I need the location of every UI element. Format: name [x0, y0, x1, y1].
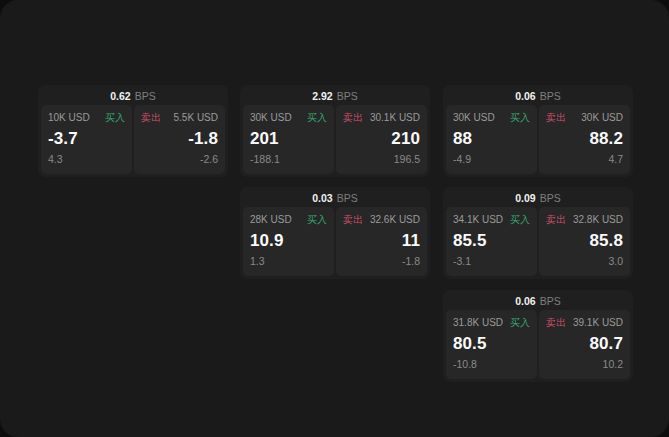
quote-panels: 30K USD 买入 201 -188.1 卖出 30.1K USD 210 1… [240, 105, 430, 177]
sell-amount: 39.1K USD [573, 317, 623, 329]
bps-value: 2.92 [312, 90, 332, 102]
bps-header: 0.06 BPS [443, 290, 633, 310]
buy-delta: -4.9 [453, 153, 530, 165]
sell-side-label: 卖出 [546, 112, 566, 124]
sell-panel[interactable]: 卖出 30.1K USD 210 196.5 [336, 105, 427, 174]
buy-amount: 31.8K USD [453, 317, 503, 329]
buy-delta: -188.1 [250, 153, 327, 165]
bps-unit-label: BPS [540, 295, 561, 307]
sell-delta: -2.6 [141, 153, 218, 165]
sell-delta: 3.0 [546, 255, 623, 267]
buy-price: 201 [250, 129, 327, 148]
sell-price: -1.8 [141, 129, 218, 148]
buy-amount: 28K USD [250, 214, 292, 226]
sell-panel[interactable]: 卖出 32.6K USD 11 -1.8 [336, 207, 427, 276]
bps-header: 0.09 BPS [443, 187, 633, 207]
buy-side-label: 买入 [510, 112, 530, 124]
sell-price: 210 [343, 129, 420, 148]
sell-panel[interactable]: 卖出 32.8K USD 85.8 3.0 [539, 207, 630, 276]
quote-panels: 31.8K USD 买入 80.5 -10.8 卖出 39.1K USD 80.… [443, 310, 633, 382]
quote-card: 0.06 BPS 30K USD 买入 88 -4.9 卖出 30K USD 8… [443, 85, 633, 177]
bps-value: 0.62 [110, 90, 130, 102]
sell-side-label: 卖出 [343, 112, 363, 124]
buy-side-label: 买入 [307, 214, 327, 226]
sell-amount: 30K USD [581, 112, 623, 124]
buy-panel[interactable]: 10K USD 买入 -3.7 4.3 [41, 105, 132, 174]
buy-amount: 34.1K USD [453, 214, 503, 226]
sell-amount: 5.5K USD [174, 112, 218, 124]
sell-amount: 32.8K USD [573, 214, 623, 226]
buy-panel[interactable]: 30K USD 买入 88 -4.9 [446, 105, 537, 174]
bps-unit-label: BPS [337, 90, 358, 102]
quote-card: 0.62 BPS 10K USD 买入 -3.7 4.3 卖出 5.5K USD… [38, 85, 228, 177]
buy-price: 10.9 [250, 231, 327, 250]
sell-delta: 196.5 [343, 153, 420, 165]
buy-delta: -10.8 [453, 358, 530, 370]
buy-side-label: 买入 [510, 317, 530, 329]
quote-card: 0.03 BPS 28K USD 买入 10.9 1.3 卖出 32.6K US… [240, 187, 430, 279]
buy-amount: 10K USD [48, 112, 90, 124]
buy-delta: -3.1 [453, 255, 530, 267]
sell-delta: 10.2 [546, 358, 623, 370]
bps-header: 0.03 BPS [240, 187, 430, 207]
buy-side-label: 买入 [510, 214, 530, 226]
buy-side-label: 买入 [307, 112, 327, 124]
sell-side-label: 卖出 [141, 112, 161, 124]
sell-price: 80.7 [546, 334, 623, 353]
buy-panel[interactable]: 28K USD 买入 10.9 1.3 [243, 207, 334, 276]
bps-value: 0.09 [515, 192, 535, 204]
buy-price: 85.5 [453, 231, 530, 250]
buy-panel[interactable]: 34.1K USD 买入 85.5 -3.1 [446, 207, 537, 276]
bps-unit-label: BPS [540, 90, 561, 102]
buy-amount: 30K USD [453, 112, 495, 124]
quote-panels: 34.1K USD 买入 85.5 -3.1 卖出 32.8K USD 85.8… [443, 207, 633, 279]
quote-card: 0.06 BPS 31.8K USD 买入 80.5 -10.8 卖出 39.1… [443, 290, 633, 382]
buy-side-label: 买入 [105, 112, 125, 124]
buy-delta: 1.3 [250, 255, 327, 267]
bps-unit-label: BPS [540, 192, 561, 204]
buy-panel[interactable]: 31.8K USD 买入 80.5 -10.8 [446, 310, 537, 379]
sell-price: 88.2 [546, 129, 623, 148]
quote-panels: 28K USD 买入 10.9 1.3 卖出 32.6K USD 11 -1.8 [240, 207, 430, 279]
sell-panel[interactable]: 卖出 39.1K USD 80.7 10.2 [539, 310, 630, 379]
sell-delta: -1.8 [343, 255, 420, 267]
bps-header: 2.92 BPS [240, 85, 430, 105]
sell-amount: 30.1K USD [370, 112, 420, 124]
bps-value: 0.06 [515, 295, 535, 307]
buy-price: 80.5 [453, 334, 530, 353]
sell-delta: 4.7 [546, 153, 623, 165]
buy-delta: 4.3 [48, 153, 125, 165]
sell-amount: 32.6K USD [370, 214, 420, 226]
sell-price: 11 [343, 231, 420, 250]
sell-panel[interactable]: 卖出 5.5K USD -1.8 -2.6 [134, 105, 225, 174]
buy-panel[interactable]: 30K USD 买入 201 -188.1 [243, 105, 334, 174]
sell-side-label: 卖出 [343, 214, 363, 226]
sell-side-label: 卖出 [546, 214, 566, 226]
bps-value: 0.03 [312, 192, 332, 204]
bps-unit-label: BPS [337, 192, 358, 204]
quote-card: 0.09 BPS 34.1K USD 买入 85.5 -3.1 卖出 32.8K… [443, 187, 633, 279]
buy-price: -3.7 [48, 129, 125, 148]
sell-price: 85.8 [546, 231, 623, 250]
quote-panels: 30K USD 买入 88 -4.9 卖出 30K USD 88.2 4.7 [443, 105, 633, 177]
bps-unit-label: BPS [135, 90, 156, 102]
quote-card: 2.92 BPS 30K USD 买入 201 -188.1 卖出 30.1K … [240, 85, 430, 177]
buy-price: 88 [453, 129, 530, 148]
bps-header: 0.62 BPS [38, 85, 228, 105]
buy-amount: 30K USD [250, 112, 292, 124]
sell-panel[interactable]: 卖出 30K USD 88.2 4.7 [539, 105, 630, 174]
sell-side-label: 卖出 [546, 317, 566, 329]
quote-panels: 10K USD 买入 -3.7 4.3 卖出 5.5K USD -1.8 -2.… [38, 105, 228, 177]
bps-value: 0.06 [515, 90, 535, 102]
bps-header: 0.06 BPS [443, 85, 633, 105]
